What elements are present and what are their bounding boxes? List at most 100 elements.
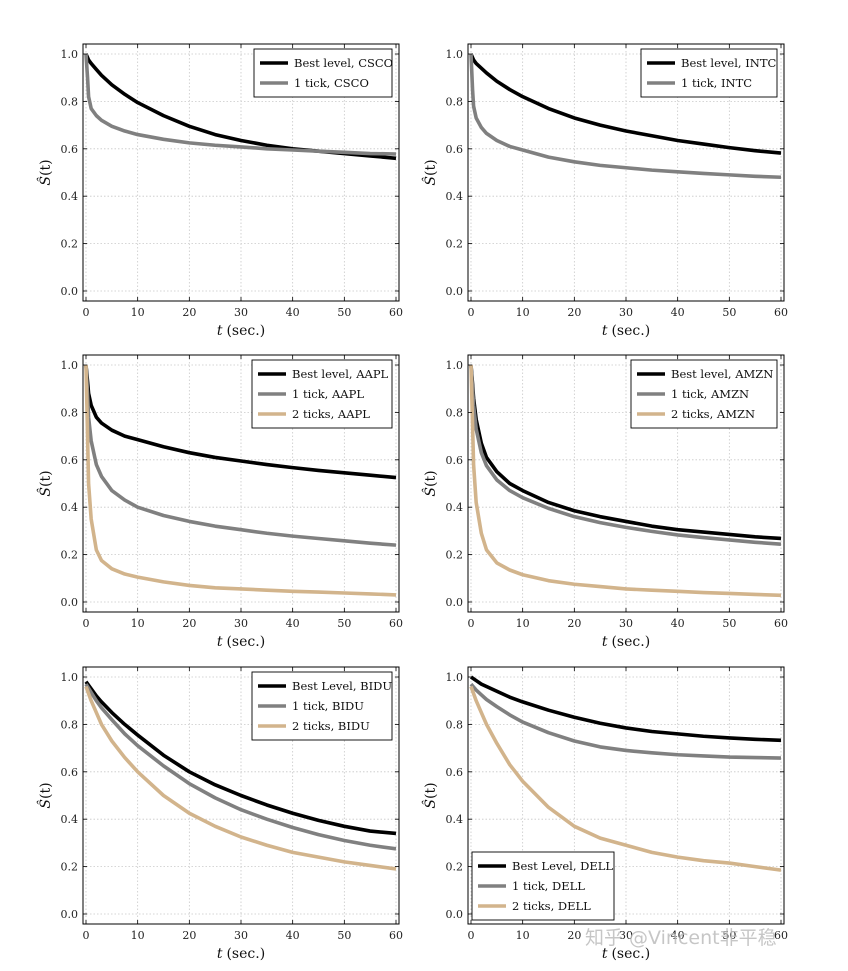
x-axis-label: t (sec.) (602, 323, 650, 339)
series-line-2 (84, 53, 397, 156)
x-tick-label: 60 (389, 929, 403, 942)
legend-box (253, 48, 393, 98)
series-line-2 (84, 364, 397, 547)
y-tick-label: 0.8 (61, 718, 79, 731)
x-axis-unit: (sec.) (226, 946, 265, 962)
x-tick-label: 10 (516, 306, 530, 319)
y-tick-label: 0.2 (446, 238, 464, 251)
y-tick-label: 1.0 (446, 671, 464, 684)
legend-label-1: Best level, CSCO (294, 56, 393, 70)
y-axis-variable: Ŝ (421, 799, 439, 809)
y-tick-label: 0.6 (61, 454, 79, 467)
x-tick-label: 30 (619, 929, 633, 942)
x-tick-label: 20 (567, 617, 581, 630)
legend: Best Level, BIDU 1 tick, BIDU 2 ticks, BID… (251, 671, 393, 741)
x-tick-label: 50 (722, 306, 736, 319)
y-axis-argument: (t) (423, 159, 439, 176)
series-line-2 (469, 364, 782, 546)
x-tick-label: 50 (722, 617, 736, 630)
y-tick-label: 0.0 (446, 285, 464, 298)
y-tick-label: 0.0 (61, 908, 79, 921)
x-tick-label: 0 (83, 929, 90, 942)
chart-panel-1: 0 10 20 30 40 50 600.00.20.40.60.81.0t (sec.)Ŝ(… (36, 43, 403, 339)
series-line-3 (84, 685, 397, 871)
x-axis-variable: t (217, 634, 223, 650)
x-tick-label: 60 (774, 617, 788, 630)
x-tick-label: 0 (83, 617, 90, 630)
x-tick-label: 20 (567, 929, 581, 942)
y-tick-label: 0.6 (61, 766, 79, 779)
y-tick-label: 0.4 (61, 813, 79, 826)
y-tick-label: 0.4 (446, 190, 464, 203)
x-tick-label: 0 (468, 617, 475, 630)
legend-label-1: Best level, AMZN (671, 367, 773, 381)
chart-panel-3: 0 10 20 30 40 50 600.00.20.40.60.81.0t (sec.)Ŝ(… (36, 354, 403, 650)
legend: Best level, INTC 1 tick, INTC (640, 48, 778, 98)
chart-panel-2: 0 10 20 30 40 50 600.00.20.40.60.81.0t (sec.)Ŝ(… (421, 43, 788, 339)
x-axis-variable: t (602, 946, 608, 962)
y-tick-label: 0.6 (61, 143, 79, 156)
series-line-1 (84, 364, 397, 480)
x-tick-label: 40 (286, 929, 300, 942)
legend-label-3: 2 ticks, DELL (512, 899, 591, 913)
y-axis-argument: (t) (423, 782, 439, 799)
legend-label-3: 2 ticks, AAPL (292, 407, 370, 421)
series-line-2 (469, 53, 782, 180)
x-axis-unit: (sec.) (611, 323, 650, 339)
x-tick-label: 20 (182, 617, 196, 630)
y-tick-label: 0.2 (446, 861, 464, 874)
x-tick-label: 50 (337, 929, 351, 942)
y-axis-label: Ŝ(t) (421, 470, 439, 496)
y-tick-label: 1.0 (61, 671, 79, 684)
x-tick-label: 20 (567, 306, 581, 319)
y-axis-variable: Ŝ (36, 487, 54, 497)
y-axis-variable: Ŝ (36, 799, 54, 809)
y-tick-label: 0.2 (61, 238, 79, 251)
x-axis-unit: (sec.) (611, 946, 650, 962)
legend: Best Level, DELL 1 tick, DELL 2 ticks, DEL… (471, 851, 615, 921)
y-tick-label: 1.0 (61, 48, 79, 61)
y-axis-label: Ŝ(t) (36, 159, 54, 185)
y-tick-label: 0.4 (446, 501, 464, 514)
x-axis-label: t (sec.) (217, 634, 265, 650)
y-tick-label: 0.8 (61, 406, 79, 419)
x-tick-label: 10 (516, 617, 530, 630)
y-tick-label: 0.4 (61, 501, 79, 514)
y-axis-label: Ŝ(t) (421, 159, 439, 185)
x-tick-label: 30 (619, 306, 633, 319)
series-line-3 (84, 364, 397, 597)
legend-label-2: 1 tick, CSCO (294, 76, 369, 90)
legend-label-1: Best Level, DELL (512, 859, 613, 873)
x-tick-label: 40 (671, 617, 685, 630)
x-tick-label: 10 (131, 617, 145, 630)
x-axis-label: t (sec.) (602, 634, 650, 650)
legend: Best level, AAPL 1 tick, AAPL 2 ticks, AAP… (251, 359, 393, 429)
y-axis-label: Ŝ(t) (36, 470, 54, 496)
x-tick-label: 30 (234, 929, 248, 942)
y-axis-variable: Ŝ (421, 487, 439, 497)
x-tick-label: 60 (389, 617, 403, 630)
y-tick-label: 0.2 (446, 549, 464, 562)
legend-label-3: 2 ticks, BIDU (292, 719, 370, 733)
x-axis-label: t (sec.) (217, 946, 265, 962)
x-axis-variable: t (217, 946, 223, 962)
legend-label-2: 1 tick, INTC (681, 76, 752, 90)
x-tick-label: 0 (468, 306, 475, 319)
legend-label-2: 1 tick, AAPL (292, 387, 364, 401)
legend-label-2: 1 tick, AMZN (671, 387, 749, 401)
y-axis-label: Ŝ(t) (421, 782, 439, 808)
y-tick-label: 0.8 (446, 95, 464, 108)
legend: Best level, CSCO 1 tick, CSCO (253, 48, 393, 98)
y-tick-label: 1.0 (61, 359, 79, 372)
x-tick-label: 60 (774, 306, 788, 319)
x-tick-label: 0 (83, 306, 90, 319)
x-tick-label: 20 (182, 929, 196, 942)
series-line-2 (84, 683, 397, 851)
y-tick-label: 0.4 (61, 190, 79, 203)
y-tick-label: 0.0 (61, 596, 79, 609)
y-tick-label: 0.8 (446, 406, 464, 419)
series-line-3 (469, 685, 782, 872)
x-tick-label: 50 (722, 929, 736, 942)
series-line-1 (84, 680, 397, 836)
